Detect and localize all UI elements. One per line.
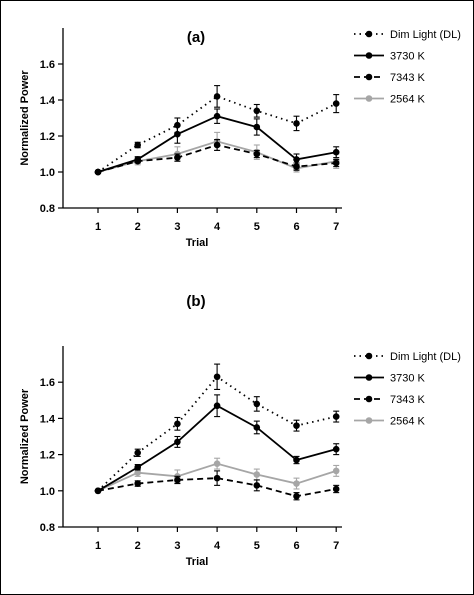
data-point (332, 485, 340, 493)
x-axis-title: Trial (186, 556, 209, 568)
legend-swatch-marker (365, 395, 373, 403)
chart-panel-1: (a) 0.8 1.0 1.2 1.4 1.6 1 2 3 4 5 6 7 Trial Normalized… (19, 28, 461, 249)
x-tick-label: 3 (174, 221, 180, 233)
data-point (174, 154, 181, 161)
x-tick-label: 6 (293, 221, 299, 233)
data-point (332, 100, 340, 107)
legend-label: 2564 K (390, 416, 426, 428)
data-point (174, 121, 181, 129)
data-point (134, 463, 141, 471)
legend-label: 7343 K (390, 72, 426, 84)
legend-swatch-marker (365, 95, 373, 102)
panel-label: (b) (186, 293, 205, 310)
data-point (253, 400, 261, 408)
data-point (253, 150, 261, 158)
y-tick-label: 1.6 (40, 59, 55, 71)
y-tick-label: 1.6 (40, 377, 55, 389)
data-point (293, 156, 300, 163)
data-point (213, 474, 221, 482)
data-point (253, 107, 261, 115)
data-point (332, 445, 340, 453)
x-tick-label: 4 (214, 540, 221, 552)
data-point (134, 156, 141, 163)
data-point (293, 422, 300, 429)
data-point (332, 148, 340, 156)
y-tick-label: 0.8 (40, 203, 55, 215)
data-point (253, 482, 261, 489)
data-point (213, 373, 221, 381)
data-point (253, 471, 261, 478)
x-tick-label: 2 (135, 221, 141, 233)
legend-swatch-marker (365, 73, 373, 81)
y-tick-label: 1.0 (40, 167, 55, 179)
y-tick-label: 1.0 (40, 486, 55, 498)
legend-swatch-marker (365, 352, 373, 360)
data-point (94, 168, 102, 176)
data-point (134, 469, 141, 477)
data-point (134, 141, 141, 149)
legend: Dim Light (DL) 3730 K 7343 K 2564 K (354, 351, 461, 428)
legend-label: Dim Light (DL) (390, 29, 461, 41)
legend-label: 2564 K (390, 94, 426, 106)
y-axis-title: Normalized Power (19, 388, 31, 484)
data-point (293, 456, 300, 464)
y-tick-label: 1.2 (40, 131, 55, 143)
series-4 (94, 131, 340, 176)
data-point (253, 424, 261, 431)
x-tick-label: 1 (95, 221, 101, 233)
data-point (332, 467, 340, 475)
y-tick-label: 1.2 (40, 450, 55, 462)
data-point (293, 120, 300, 127)
y-tick-label: 1.4 (40, 413, 56, 425)
chart-panel-2: (b) 0.8 1.0 1.2 1.4 1.6 1 2 3 4 5 6 7 Trial Normalized… (19, 293, 461, 568)
data-point (293, 492, 300, 500)
x-tick-label: 7 (333, 540, 339, 552)
legend-swatch-marker (365, 417, 373, 424)
data-point (332, 159, 340, 167)
legend-label: 3730 K (390, 373, 426, 385)
legend-label: 7343 K (390, 394, 426, 406)
x-axis-title: Trial (186, 237, 209, 249)
data-point (332, 413, 340, 420)
x-tick-label: 7 (333, 221, 339, 233)
x-tick-label: 5 (254, 540, 260, 552)
y-axis-title: Normalized Power (19, 70, 31, 166)
legend-swatch-marker (365, 30, 373, 38)
data-point (134, 449, 141, 457)
legend: Dim Light (DL) 3730 K 7343 K 2564 K (354, 29, 461, 106)
data-point (253, 123, 261, 131)
series-1 (94, 363, 340, 495)
data-point (213, 460, 221, 467)
series-1 (94, 85, 340, 176)
data-point (94, 487, 102, 495)
x-tick-label: 4 (214, 221, 221, 233)
y-tick-label: 1.4 (40, 95, 56, 107)
y-tick-label: 0.8 (40, 522, 55, 534)
legend-swatch-marker (365, 52, 373, 59)
data-point (293, 480, 300, 487)
data-point (213, 112, 221, 120)
x-tick-label: 3 (174, 540, 180, 552)
data-point (213, 141, 221, 149)
legend-label: Dim Light (DL) (390, 351, 461, 363)
legend-swatch-marker (365, 374, 373, 381)
data-point (174, 420, 181, 428)
data-point (174, 476, 181, 484)
data-point (213, 93, 221, 100)
legend-label: 3730 K (390, 51, 426, 63)
data-point (134, 480, 141, 487)
panel-label: (a) (187, 29, 205, 46)
x-tick-label: 6 (293, 540, 299, 552)
x-tick-label: 5 (254, 221, 260, 233)
x-tick-label: 2 (135, 540, 141, 552)
data-point (174, 438, 181, 446)
data-point (213, 402, 221, 410)
x-tick-label: 1 (95, 540, 101, 552)
